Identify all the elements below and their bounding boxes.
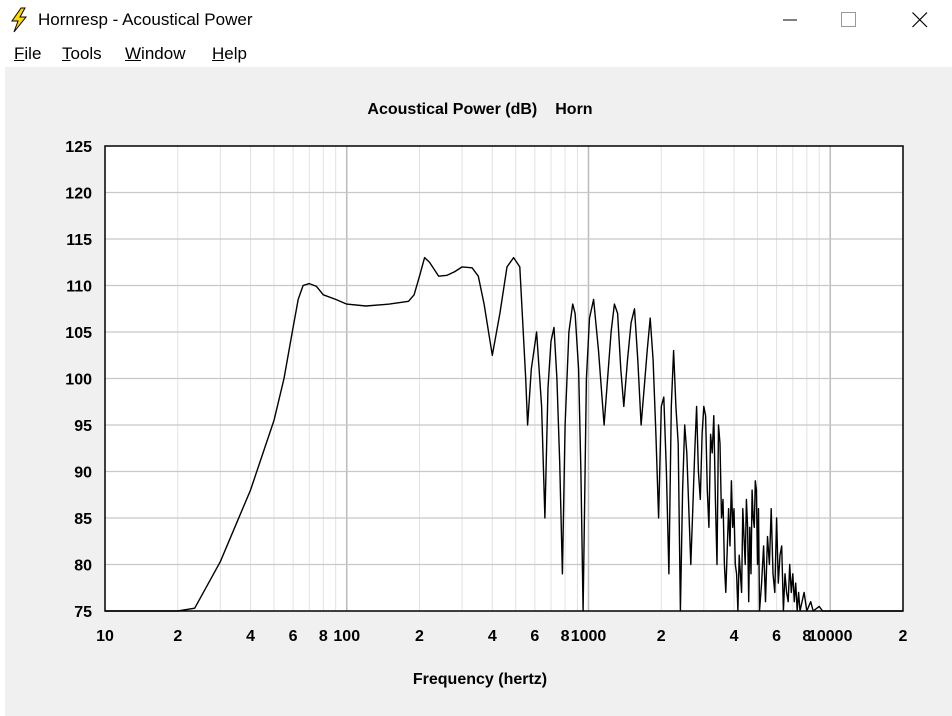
y-axis-labels: 125 120 115 110 105 100 95 90 85 80 75: [65, 139, 92, 621]
y-tick-label: 110: [66, 279, 92, 296]
y-tick-label: 115: [66, 232, 92, 249]
menu-tools[interactable]: Tools: [62, 44, 102, 63]
x-tick-label: 4: [246, 628, 255, 645]
chart-window-client: Acoustical Power (dB) Horn 125 120 115 110 10…: [5, 67, 952, 716]
y-tick-label: 90: [74, 465, 92, 482]
y-tick-label: 100: [65, 372, 92, 389]
x-tick-label: 100: [333, 628, 360, 645]
maximize-icon: [841, 12, 856, 27]
menu-file[interactable]: File: [14, 44, 42, 63]
plot-frame: [104, 145, 904, 612]
y-tick-label: 125: [65, 139, 92, 156]
x-tick-label: 8: [561, 628, 570, 645]
minimize-button[interactable]: [768, 0, 814, 40]
y-tick-label: 80: [74, 558, 92, 575]
y-tick-label: 120: [65, 186, 92, 203]
menu-window[interactable]: Window: [125, 44, 186, 63]
x-axis-label: Frequency (hertz): [413, 671, 547, 688]
minimize-icon: [783, 19, 797, 21]
x-tick-label: 1000: [571, 628, 607, 645]
chart-title: Acoustical Power (dB): [367, 101, 537, 118]
window-title: Hornresp - Acoustical Power: [38, 10, 253, 29]
x-tick-label: 6: [530, 628, 539, 645]
x-tick-label: 6: [772, 628, 781, 645]
maximize-button[interactable]: [826, 0, 872, 40]
x-tick-label: 2: [173, 628, 182, 645]
menu-help[interactable]: Help: [212, 44, 247, 63]
y-tick-label: 105: [65, 325, 92, 342]
x-tick-label: 8: [319, 628, 328, 645]
x-tick-label: 2: [415, 628, 424, 645]
y-tick-label: 75: [74, 604, 92, 621]
x-tick-label: 4: [488, 628, 497, 645]
svg-text:Acoustical Power (dB)Horn: Acoustical Power (dB) Horn: [367, 101, 592, 118]
acoustical-power-chart: Acoustical Power (dB) Horn 125 120 115 110 10…: [65, 101, 907, 688]
x-tick-label: 4: [730, 628, 739, 645]
x-tick-label: 6: [289, 628, 298, 645]
x-tick-label: 10: [96, 628, 114, 645]
title-bar: Hornresp - Acoustical Power: [0, 0, 952, 40]
menu-bar: File Tools Window Help: [0, 40, 952, 67]
x-tick-label: 8: [802, 628, 811, 645]
chart-subtitle: Horn: [555, 101, 592, 118]
x-tick-label: 2: [657, 628, 666, 645]
grid-lines: [105, 146, 903, 611]
close-button[interactable]: [897, 0, 943, 40]
hornresp-lightning-icon: [11, 7, 28, 33]
x-tick-label: 10000: [808, 628, 853, 645]
close-icon: [912, 12, 928, 28]
y-tick-label: 95: [74, 418, 92, 435]
x-tick-label: 2: [899, 628, 908, 645]
y-tick-label: 85: [74, 511, 92, 528]
